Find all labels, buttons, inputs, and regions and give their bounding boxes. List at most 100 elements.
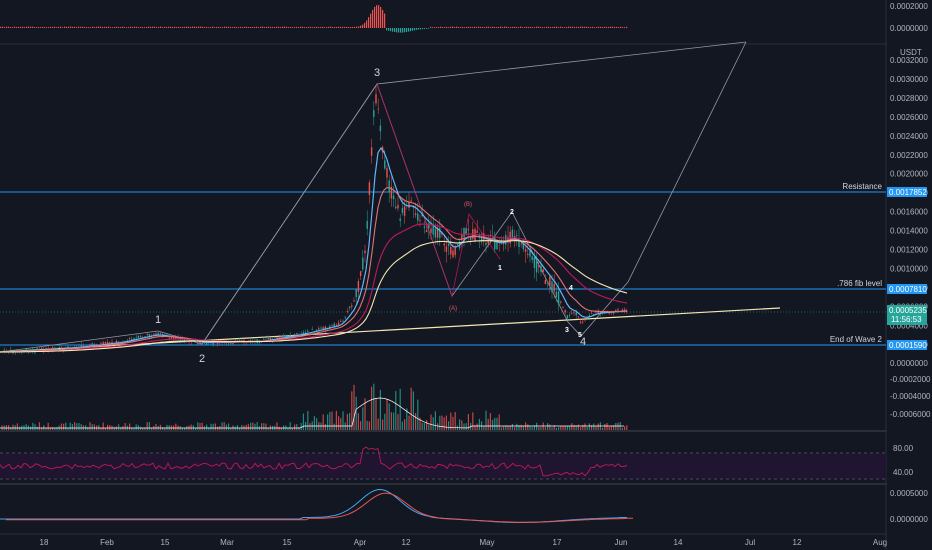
osc-bar: [46, 27, 48, 28]
osc-bar: [326, 27, 328, 28]
osc-bar: [604, 26, 606, 28]
resistance-label: Resistance: [842, 182, 882, 191]
volume-bar: [338, 416, 340, 430]
candle-body: [542, 269, 544, 272]
candle-body: [612, 312, 615, 314]
osc-bar: [150, 26, 152, 28]
price-unit: USDT: [900, 48, 922, 57]
candle-body: [318, 328, 320, 330]
volume-bar: [276, 422, 278, 430]
candle-body: [410, 200, 412, 202]
candle-body: [522, 242, 525, 250]
osc-bar: [98, 26, 100, 28]
volume-bar: [428, 424, 430, 430]
candle-body: [293, 334, 296, 336]
time-axis[interactable]: 18 Feb 15 Mar 15 Apr 12 May 17 Jun 14 Jul 12 Aug: [40, 538, 888, 547]
rsi-pane[interactable]: [0, 446, 886, 480]
volume-bar: [606, 423, 608, 430]
osc-bar: [16, 26, 18, 28]
candle-body: [357, 281, 360, 292]
candle-body: [322, 327, 324, 331]
volume-bar: [507, 425, 509, 430]
candle-body: [340, 321, 342, 323]
volume-bar: [520, 424, 522, 430]
macd-pane[interactable]: [0, 488, 633, 523]
volume-bar: [395, 390, 397, 430]
osc-bar: [272, 26, 274, 28]
osc-bar: [224, 26, 226, 28]
osc-bar: [200, 26, 202, 28]
candle-body: [540, 265, 542, 273]
candle-body: [390, 186, 393, 199]
price-tick: 0.0026000: [890, 113, 928, 122]
osc-bar: [52, 26, 54, 28]
volume-bar: [454, 412, 456, 430]
osc-bar: [374, 6, 376, 29]
volume-bar: [610, 425, 612, 430]
candle-body: [531, 256, 533, 261]
moving-averages: [0, 147, 628, 353]
main-price-pane[interactable]: [0, 41, 886, 356]
osc-bar: [48, 27, 50, 28]
osc-bar: [174, 26, 176, 28]
volume-bar: [307, 410, 309, 430]
price-axis[interactable]: 0.0002000 0.0000000 USDT 0.0032000 0.0030…: [887, 0, 932, 550]
volume-bar: [421, 422, 423, 430]
candle-body: [476, 230, 478, 234]
candle-body: [148, 333, 151, 337]
osc-bar: [12, 27, 14, 28]
osc-bar: [536, 26, 538, 28]
macd-tick-1: 0.0000000: [890, 515, 928, 524]
abc-correction-lines: [376, 83, 501, 298]
volume-bar: [38, 422, 40, 430]
volume-bar: [267, 427, 269, 430]
volume-bar: [514, 427, 516, 430]
volume-bar: [485, 410, 487, 430]
volume-tick-0: -0.0002000: [890, 375, 931, 384]
volume-bar: [419, 417, 421, 430]
top-indicator-pane[interactable]: [0, 5, 628, 33]
osc-bar: [532, 27, 534, 28]
osc-bar: [486, 26, 488, 28]
volume-bar: [148, 422, 150, 430]
osc-bar: [520, 26, 522, 28]
volume-bar: [34, 424, 36, 430]
osc-bar: [336, 27, 338, 28]
volume-bar: [375, 398, 377, 430]
volume-bar: [516, 423, 518, 430]
candle-body: [403, 206, 406, 216]
candle-body: [450, 246, 452, 255]
volume-bar: [316, 418, 318, 430]
volume-bar: [404, 419, 406, 430]
osc-bar: [44, 27, 46, 28]
candle-body: [373, 110, 375, 117]
volume-bar: [549, 424, 551, 430]
osc-bar: [238, 27, 240, 28]
osc-bar: [190, 26, 192, 28]
osc-bar: [280, 27, 282, 28]
candle-body: [16, 350, 19, 352]
osc-bar: [208, 27, 210, 28]
osc-bar: [364, 22, 366, 28]
osc-bar: [378, 5, 380, 29]
volume-bar: [135, 424, 137, 430]
osc-bar: [18, 26, 20, 28]
candle-body: [425, 230, 428, 233]
osc-bar: [518, 27, 520, 28]
volume-bar: [522, 425, 524, 430]
candle-body: [362, 257, 364, 270]
candle-body: [590, 313, 593, 314]
ma-blue-line: [0, 147, 628, 353]
volume-bar: [23, 425, 25, 430]
osc-bar: [256, 26, 258, 28]
candle-body: [331, 324, 333, 326]
osc-bar: [466, 26, 468, 28]
osc-bar: [592, 26, 594, 28]
osc-bar: [186, 26, 188, 28]
time-tick: 12: [793, 538, 802, 547]
osc-bar: [390, 28, 392, 32]
osc-bar: [90, 27, 92, 28]
osc-bar: [564, 27, 566, 28]
osc-bar: [402, 28, 404, 33]
